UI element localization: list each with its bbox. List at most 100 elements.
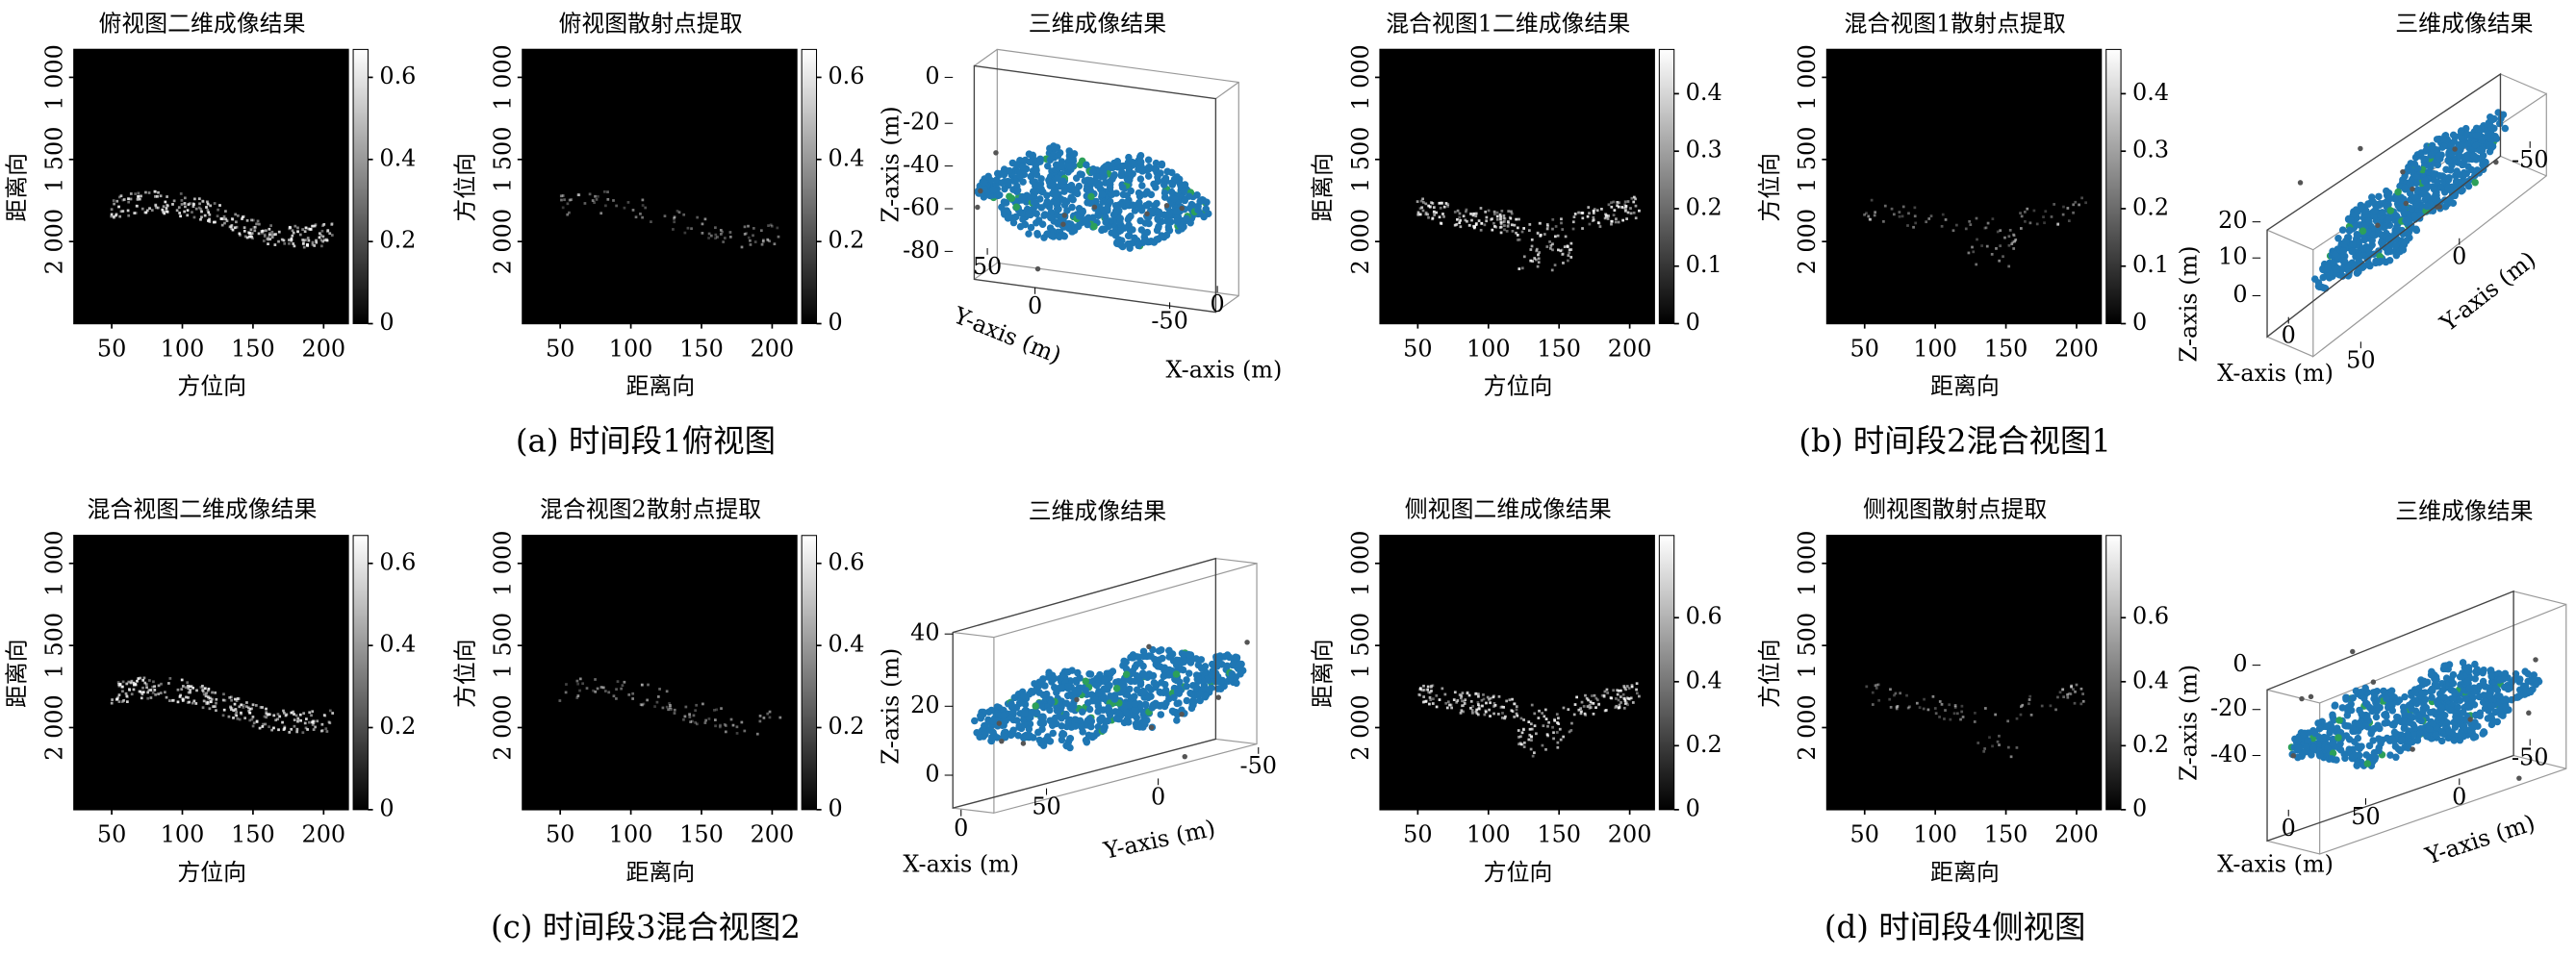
speckle — [161, 208, 165, 212]
y-axis-label: Y-axis (m) — [2435, 246, 2541, 338]
point — [1050, 142, 1058, 150]
outlier — [999, 738, 1005, 744]
speckle — [1533, 724, 1537, 728]
point — [2308, 751, 2315, 759]
speckle — [656, 695, 660, 698]
speckle — [615, 697, 618, 700]
image — [1380, 535, 1655, 810]
speckle — [254, 704, 258, 707]
speckle — [1615, 704, 1619, 708]
point — [1012, 161, 1021, 168]
speckle — [1422, 695, 1426, 698]
speckle — [1498, 213, 1502, 216]
speckle — [1439, 201, 1442, 205]
point — [1183, 682, 1190, 691]
speckle — [1439, 206, 1442, 210]
speckle — [124, 692, 128, 695]
z-tick-label: 0 — [925, 63, 939, 89]
point — [2464, 163, 2472, 170]
speckle — [684, 705, 688, 709]
point — [1084, 698, 1092, 707]
speckle — [179, 192, 183, 195]
speckle — [330, 234, 334, 237]
point — [989, 186, 998, 193]
x-tick-label: 0 — [2282, 815, 2296, 842]
speckle — [1602, 694, 1606, 698]
point — [2333, 265, 2341, 274]
speckle — [1907, 212, 1910, 215]
point — [2392, 713, 2401, 721]
speckle — [723, 237, 727, 239]
point — [2374, 721, 2382, 730]
speckle — [273, 243, 277, 246]
speckle — [641, 683, 644, 687]
speckle — [1545, 733, 1549, 737]
point — [1162, 699, 1170, 707]
z-tick-label: -20 — [903, 109, 939, 136]
speckle — [752, 227, 755, 230]
speckle — [155, 206, 158, 210]
speckle — [206, 208, 210, 212]
speckle — [1504, 715, 1507, 718]
speckle — [653, 705, 656, 708]
speckle — [262, 722, 265, 726]
point — [1131, 677, 1139, 686]
speckle — [167, 682, 170, 685]
point — [2400, 724, 2409, 732]
speckle — [1519, 735, 1522, 739]
speckle — [1559, 738, 1563, 742]
y-tick-label: 1 000 — [41, 44, 68, 110]
speckle — [1908, 705, 1911, 709]
speckle — [1973, 720, 1977, 723]
speckle — [1991, 744, 1994, 748]
speckle — [1435, 211, 1439, 214]
point — [2387, 692, 2396, 699]
speckle — [113, 215, 115, 218]
y-axis-label: 距离向 — [3, 639, 30, 708]
outlier — [1163, 203, 1170, 209]
speckle — [288, 227, 292, 231]
speckle — [1626, 703, 1629, 707]
speckle — [148, 679, 151, 682]
speckle — [191, 686, 195, 690]
point — [2338, 704, 2347, 712]
speckle — [127, 200, 131, 204]
point — [2401, 692, 2409, 701]
colorbar-tick-label: 0.2 — [379, 713, 416, 740]
speckle — [1459, 225, 1463, 229]
speckle — [147, 689, 151, 692]
speckle — [1496, 713, 1500, 716]
point — [1020, 734, 1028, 742]
point — [2331, 702, 2339, 710]
point — [1037, 185, 1045, 193]
point — [2456, 672, 2464, 681]
point — [1053, 707, 1061, 715]
panel-title: 三维成像结果 — [1029, 497, 1166, 524]
speckle — [201, 684, 204, 688]
x-axis-label: X-axis (m) — [903, 850, 1019, 877]
panel-title: 侧视图散射点提取 — [1863, 496, 2047, 523]
speckle — [1458, 215, 1462, 219]
speckle — [321, 239, 325, 243]
speckle — [122, 698, 125, 702]
speckle — [315, 239, 318, 242]
colorbar-tick-label: 0.4 — [1686, 667, 1722, 693]
speckle — [1538, 251, 1541, 254]
speckle — [1586, 214, 1590, 218]
speckle — [623, 680, 626, 684]
speckle — [277, 230, 281, 234]
speckle — [251, 703, 255, 707]
point — [2365, 703, 2374, 712]
speckle — [1492, 225, 1496, 228]
speckle — [319, 729, 323, 733]
speckle — [261, 231, 264, 235]
speckle — [2074, 690, 2077, 693]
point — [2370, 213, 2378, 220]
box-edge — [2500, 73, 2547, 95]
speckle — [2056, 223, 2060, 226]
point — [1173, 207, 1182, 215]
speckle — [136, 679, 139, 683]
point — [1166, 650, 1175, 659]
speckle — [290, 711, 293, 715]
speckle — [1431, 202, 1435, 205]
